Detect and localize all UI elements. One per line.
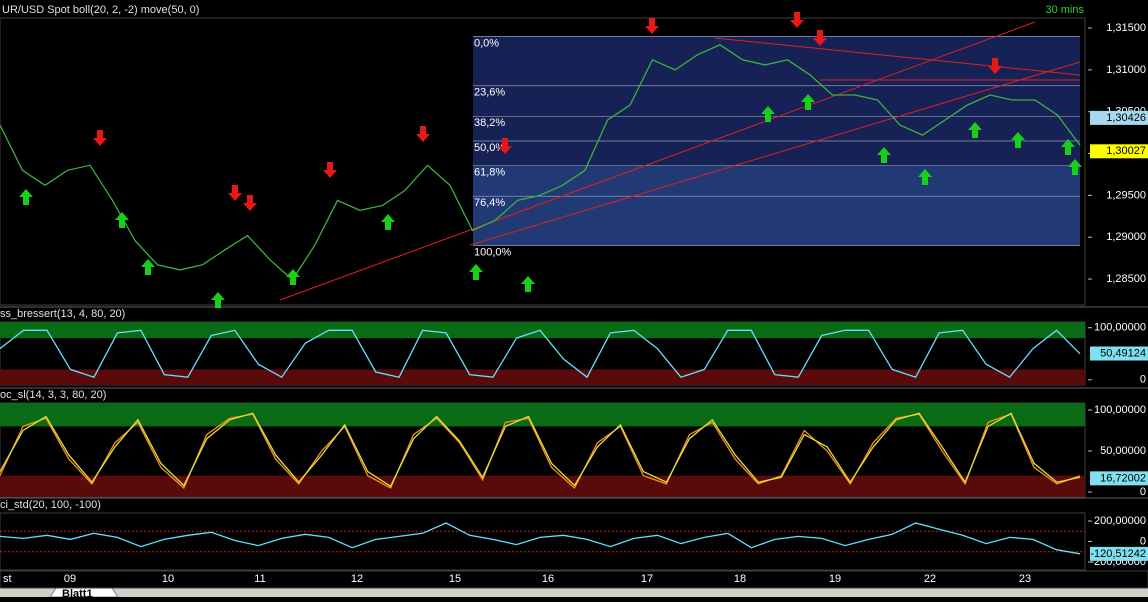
buy-arrow — [381, 214, 395, 230]
tab-bar — [0, 588, 1148, 597]
series-line — [0, 329, 1081, 379]
current-value-box — [1090, 471, 1148, 486]
current-value-box — [1090, 346, 1148, 361]
current-value-box — [1090, 144, 1148, 159]
series-line — [0, 413, 1081, 490]
sheet-tab-label[interactable]: Blatt1 — [62, 588, 93, 600]
y-tick-label: 1,29000 — [1106, 231, 1146, 243]
current-value-label: 50,49124 — [1100, 347, 1146, 359]
x-tick-label: 22 — [924, 573, 936, 585]
y-tick-label: 1,31000 — [1106, 64, 1146, 76]
fib-label: 38,2% — [474, 117, 505, 129]
buy-arrow — [1061, 139, 1075, 155]
x-tick-label: 11 — [254, 573, 265, 585]
x-tick-label: 12 — [351, 573, 363, 585]
sell-arrow — [416, 126, 430, 142]
x-tick-label: 15 — [449, 573, 461, 585]
fib-label: 61,8% — [474, 167, 505, 179]
current-value-label: 1,30426 — [1106, 112, 1146, 124]
current-value-label: 1,30027 — [1106, 145, 1146, 157]
sell-arrow — [243, 195, 257, 211]
x-tick-label: 09 — [64, 573, 76, 585]
buy-arrow — [211, 292, 225, 308]
y-tick-label: 0 — [1140, 486, 1146, 498]
trend-lines — [279, 21, 1081, 301]
buy-arrow — [286, 269, 300, 285]
header-bar — [0, 0, 1088, 18]
buy-arrow — [19, 189, 33, 205]
x-tick-label: 23 — [1019, 573, 1031, 585]
buy-arrow — [1011, 132, 1025, 148]
x-tick-label: st — [3, 573, 12, 585]
x-tick-label: 10 — [162, 573, 174, 585]
sell-arrow — [498, 138, 512, 154]
buy-arrow — [761, 106, 775, 122]
timeframe: 30 mins — [1045, 4, 1084, 16]
series-line — [0, 522, 1081, 555]
y-tick-label: 1,31500 — [1106, 22, 1146, 34]
panel-title: ss_bressert(13, 4, 80, 20) — [0, 308, 125, 320]
y-tick-label: 50,00000 — [1100, 445, 1146, 457]
overbought-zone — [0, 322, 1085, 339]
fib-label: 23,6% — [474, 87, 505, 99]
oversold-zone — [0, 475, 1085, 497]
buy-arrow — [141, 259, 155, 275]
oversold-zone — [0, 369, 1085, 385]
current-value-box — [1090, 110, 1148, 125]
y-tick-label: 200,00000 — [1094, 515, 1146, 527]
y-tick-label: 100,00000 — [1094, 322, 1146, 334]
current-value-label: 16,72002 — [1100, 472, 1146, 484]
y-tick-label: 0 — [1140, 535, 1146, 547]
overbought-zone — [0, 403, 1085, 427]
sell-arrow — [790, 12, 804, 28]
x-tick-label: 19 — [829, 573, 841, 585]
buy-arrow — [801, 94, 815, 110]
y-tick-label: 1,29500 — [1106, 189, 1146, 201]
buy-arrow — [918, 169, 932, 185]
y-tick-label: 100,00000 — [1094, 404, 1146, 416]
series-line — [0, 44, 1081, 281]
chart-title: UR/USD Spot boll(20, 2, -2) move(50, 0) — [2, 4, 199, 16]
sell-arrow — [988, 58, 1002, 74]
x-tick-label: 18 — [734, 573, 746, 585]
fib-label: 76,4% — [474, 197, 505, 209]
buy-arrow — [877, 147, 891, 163]
sell-arrow — [323, 162, 337, 178]
fib-label: 0,0% — [474, 37, 499, 49]
buy-arrow — [115, 212, 129, 228]
x-tick-label: 17 — [641, 573, 653, 585]
x-axis-bar — [0, 570, 1148, 589]
fib-label: 50,0% — [474, 142, 505, 154]
panel-frame — [0, 512, 1086, 571]
current-value-box — [1090, 546, 1148, 561]
fib-lower-area — [473, 165, 1080, 246]
y-tick-label: 1,28500 — [1106, 273, 1146, 285]
buy-arrow — [968, 122, 982, 138]
current-value-label: -120,51242 — [1090, 548, 1146, 560]
fib-label: 100,0% — [474, 246, 512, 258]
sell-arrow — [645, 18, 659, 34]
panel-title: oc_sl(14, 3, 3, 80, 20) — [0, 389, 106, 401]
panel-title: ci_std(20, 100, -100) — [0, 499, 101, 511]
sell-arrow — [813, 30, 827, 46]
buy-arrow — [521, 276, 535, 292]
sell-arrow — [228, 185, 242, 201]
series-line — [0, 412, 1081, 488]
sell-arrow — [93, 130, 107, 146]
y-tick-label: 0 — [1140, 374, 1146, 386]
x-tick-label: 16 — [542, 573, 554, 585]
buy-arrow — [469, 264, 483, 280]
buy-arrow — [1068, 159, 1082, 175]
